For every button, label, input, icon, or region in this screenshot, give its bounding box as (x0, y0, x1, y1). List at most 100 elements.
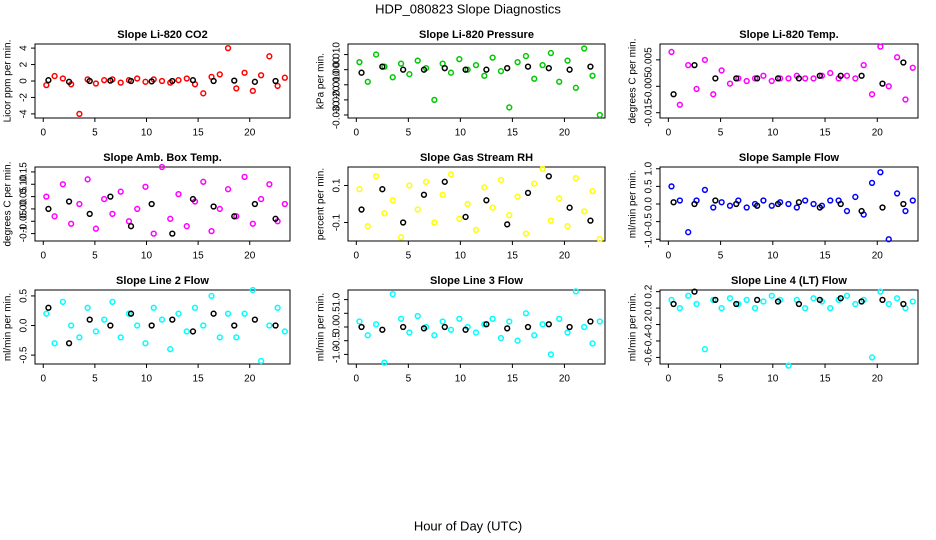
point (45, 205, 52, 213)
point (272, 322, 279, 329)
y-tick-label: -0.5 (332, 332, 343, 350)
point (693, 85, 700, 93)
point (67, 322, 75, 329)
point (86, 316, 93, 323)
point (710, 204, 717, 211)
point (710, 296, 717, 304)
point (774, 75, 782, 82)
point (381, 210, 388, 217)
y-axis-label: ml/min per min. (3, 293, 14, 361)
point (200, 322, 207, 329)
y-tick-label: 1.0 (644, 161, 655, 175)
point (810, 75, 817, 82)
point (414, 312, 421, 320)
point (743, 296, 750, 304)
point (489, 204, 496, 211)
point (581, 45, 588, 52)
point (191, 304, 199, 311)
point (45, 304, 52, 311)
point (909, 64, 916, 71)
point (107, 322, 114, 329)
plot-frame (659, 43, 919, 119)
point (572, 174, 580, 182)
point (753, 202, 761, 209)
point (389, 290, 396, 298)
point (795, 300, 803, 308)
x-tick-label: 5 (92, 128, 98, 139)
point (251, 78, 259, 85)
point (364, 78, 371, 85)
point (272, 77, 279, 85)
panel-title: Slope Li-820 Pressure (419, 29, 534, 41)
point (86, 210, 93, 218)
y-tick-label: -0.2 (644, 315, 655, 333)
panel-title: Slope Li-820 CO2 (117, 29, 207, 41)
point (389, 197, 396, 204)
point (816, 204, 823, 211)
point (710, 91, 717, 98)
point (818, 72, 826, 79)
point (489, 54, 496, 61)
point (358, 206, 365, 213)
point (774, 298, 782, 305)
point (406, 182, 413, 189)
y-tick-label: 0.0 (644, 301, 655, 315)
point (483, 66, 490, 73)
point (51, 72, 58, 80)
x-tick-label: 15 (507, 128, 519, 139)
point (900, 300, 907, 308)
point (701, 186, 709, 194)
point (691, 288, 698, 295)
plot-frame (34, 289, 291, 365)
point (843, 72, 851, 79)
point (785, 75, 792, 82)
point (701, 56, 709, 64)
point (358, 323, 365, 331)
point (216, 205, 223, 213)
point (117, 79, 124, 86)
point (358, 69, 365, 76)
point (837, 72, 844, 79)
point (441, 65, 448, 72)
point (893, 54, 901, 61)
x-tick-label: 10 (455, 128, 467, 139)
point (107, 77, 114, 84)
x-tick-label: 5 (406, 251, 412, 262)
point (379, 186, 386, 193)
point (596, 236, 603, 243)
y-tick-label: 0 (19, 78, 30, 84)
point (858, 207, 865, 215)
point (439, 318, 446, 325)
point (726, 202, 734, 209)
point (175, 77, 182, 84)
point (101, 195, 108, 203)
point (281, 200, 288, 208)
x-tick-label: 20 (872, 128, 884, 139)
y-axis-label: ml/min per min. (316, 293, 327, 361)
point (381, 63, 388, 70)
point (127, 77, 135, 85)
point (504, 325, 511, 332)
y-tick-label: 0.010 (332, 42, 343, 67)
point (718, 199, 725, 206)
point (84, 176, 91, 183)
point (751, 304, 759, 312)
x-tick-label: 15 (507, 251, 519, 262)
point (685, 292, 692, 299)
point (877, 43, 884, 50)
point (760, 298, 767, 305)
point (547, 351, 555, 358)
point (167, 346, 174, 353)
point (852, 193, 859, 201)
point (422, 178, 430, 185)
point (668, 183, 675, 190)
point (676, 304, 683, 312)
point (464, 66, 471, 73)
x-tick-label: 15 (819, 374, 831, 385)
point (65, 198, 73, 205)
point (596, 111, 603, 119)
point (827, 197, 834, 204)
point (406, 71, 413, 78)
point (148, 78, 155, 85)
point (109, 298, 116, 305)
